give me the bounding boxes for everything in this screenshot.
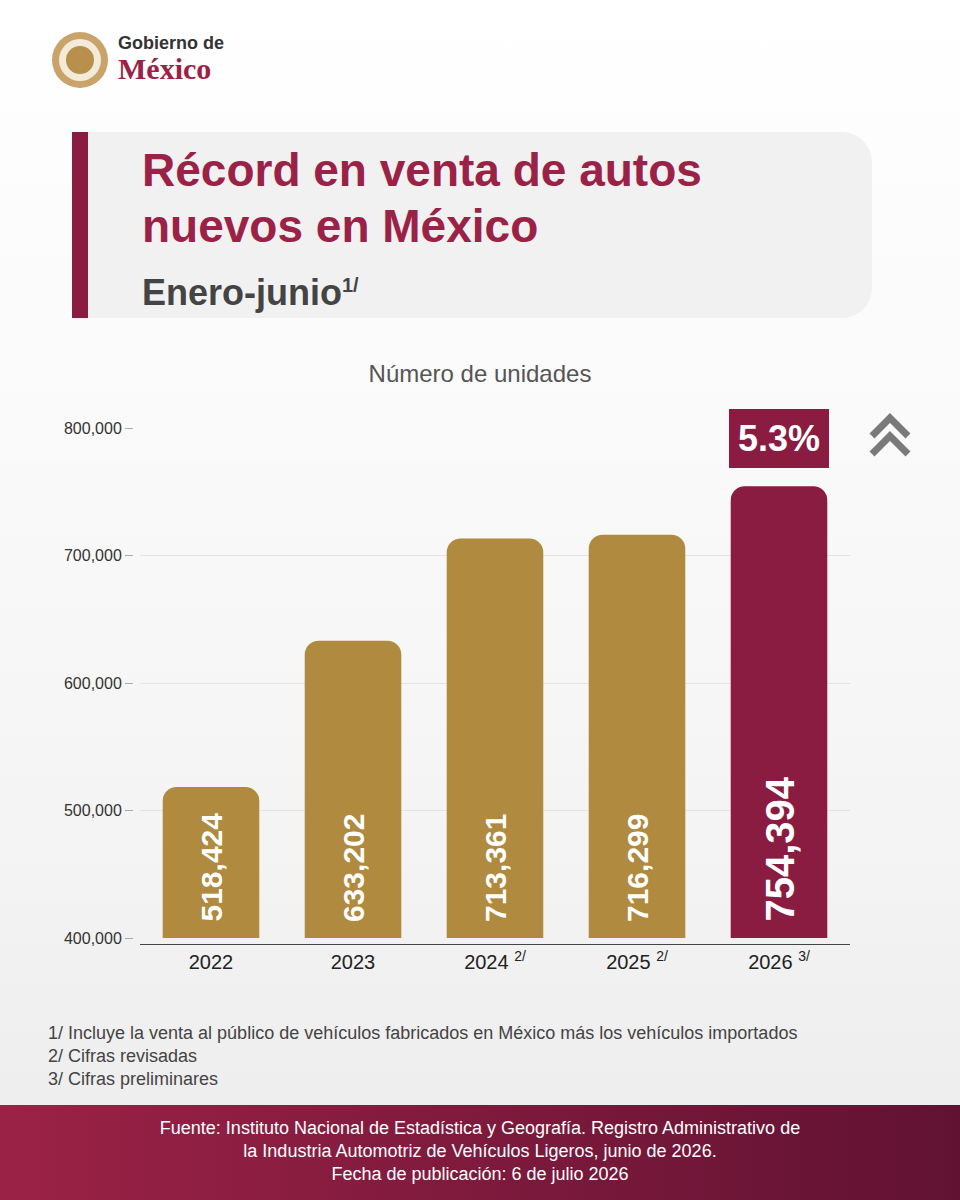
html-text:2/ Cifras revisadas: 2/ Cifras revisadas — [48, 1046, 198, 1066]
html-text:1/ Incluye la venta al público: 1/ Incluye la venta al público de vehícu… — [48, 1023, 798, 1043]
svg-text:700,000: 700,000 — [64, 547, 122, 564]
svg-text:5.3%: 5.3% — [738, 418, 820, 459]
svg-text:500,000: 500,000 — [64, 802, 122, 819]
html-text:Enero-junio1/: Enero-junio1/ — [142, 272, 359, 313]
svg-text:518,424: 518,424 — [195, 813, 228, 922]
svg-text:2024 ​2/​: 2024 ​2/​ — [464, 948, 526, 973]
svg-text:2026 ​3/​: 2026 ​3/​ — [748, 948, 810, 973]
html-text:Récord en venta de autos nuevo: Récord en venta de autos nuevos en Méxic… — [142, 144, 702, 252]
svg-text:600,000: 600,000 — [64, 675, 122, 692]
svg-text:800,000: 800,000 — [64, 420, 122, 437]
svg-text:2022: 2022 — [189, 951, 234, 973]
svg-text:400,000: 400,000 — [64, 930, 122, 947]
svg-text:2025 ​2/​: 2025 ​2/​ — [606, 948, 668, 973]
html-text:3/ Cifras preliminares: 3/ Cifras preliminares — [48, 1069, 219, 1089]
html-text:Fuente: Instituto Nacional de: Fuente: Instituto Nacional de Estadístic… — [159, 1118, 801, 1138]
svg-text:713,361: 713,361 — [479, 814, 512, 922]
html-text:la Industria Automotriz de Veh: la Industria Automotriz de Vehículos Lig… — [243, 1141, 717, 1161]
svg-text:2023: 2023 — [331, 951, 376, 973]
svg-text:716,299: 716,299 — [621, 814, 654, 922]
html-text:Gobierno de: Gobierno de — [118, 33, 224, 53]
svg-text:Número de unidades: Número de unidades — [369, 360, 592, 387]
svg-text:633,202: 633,202 — [337, 814, 370, 922]
html-text:México: México — [118, 52, 212, 85]
html-text:Fecha de publicación: 6 de jul: Fecha de publicación: 6 de julio 2026 — [331, 1164, 629, 1184]
svg-text:754,394: 754,394 — [758, 776, 802, 921]
